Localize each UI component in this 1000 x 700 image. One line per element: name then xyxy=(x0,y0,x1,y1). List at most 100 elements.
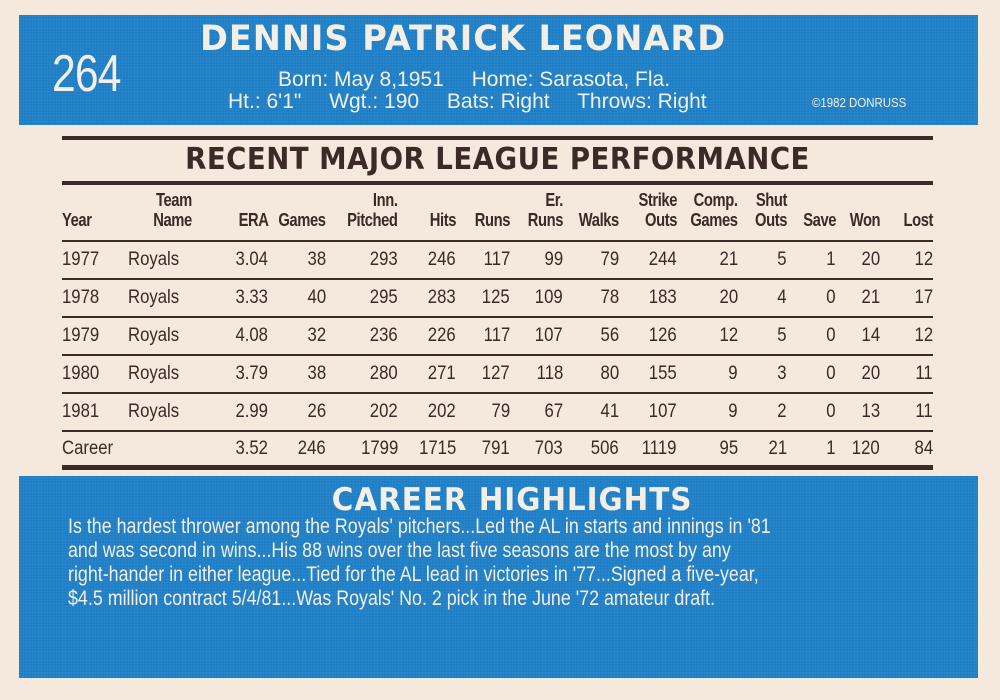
cell-value: 1978 xyxy=(62,287,100,308)
column-header-label: Er. Runs xyxy=(528,190,564,230)
table-cell: 4 xyxy=(737,278,787,317)
card-number: 264 xyxy=(52,45,122,103)
table-cell: 1981 xyxy=(62,392,121,431)
cell-value: 12 xyxy=(719,325,738,346)
cell-value: 506 xyxy=(591,437,619,459)
cell-value: 1 xyxy=(826,249,836,270)
cell-value: 99 xyxy=(544,249,563,270)
weight: Wgt.: 190 xyxy=(329,90,420,113)
column-header-label: ERA xyxy=(238,190,268,230)
highlights-line: Is the hardest thrower among the Royals'… xyxy=(68,515,771,538)
table-cell: 183 xyxy=(618,278,677,317)
column-header: Hits xyxy=(398,190,457,241)
cell-value: Royals xyxy=(128,401,180,422)
table-header-row: Year Team Name ERA Games Inn. Pitched Hits R… xyxy=(62,190,933,241)
table-cell: 67 xyxy=(509,392,563,431)
table-cell: Royals xyxy=(120,240,197,279)
player-name: DENNIS PATRICK LEONARD xyxy=(200,19,727,59)
cell-value: 21 xyxy=(719,249,738,270)
table-row: 1977 Royals 3.04 38 293 246 117 99 79 244 21 5 1 20 12 xyxy=(62,240,933,279)
cell-value: 3.79 xyxy=(235,363,269,384)
cell-value: 2 xyxy=(777,401,787,422)
table-cell: 13 xyxy=(835,392,880,431)
table-cell: 40 xyxy=(268,278,327,317)
cell-value: 21 xyxy=(768,437,787,459)
column-header-top xyxy=(849,190,879,210)
column-header-top xyxy=(430,190,456,210)
bats: Bats: Right xyxy=(446,90,550,113)
cell-value: 246 xyxy=(428,249,456,270)
divider-top xyxy=(62,136,933,140)
cell-value: 12 xyxy=(914,249,933,270)
table-cell: 1 xyxy=(786,430,836,470)
column-header: Save xyxy=(787,190,836,241)
cell-value: 2.99 xyxy=(235,401,269,422)
cell-value: 9 xyxy=(728,363,738,384)
column-header-top xyxy=(803,190,836,210)
cell-value: Royals xyxy=(128,363,180,384)
table-cell: 703 xyxy=(509,430,563,470)
cell-value: 3.52 xyxy=(235,437,269,459)
table-cell: 95 xyxy=(676,430,738,470)
table-row: 1979 Royals 4.08 32 236 226 117 107 56 126 12 5 0 14 1… xyxy=(62,316,933,355)
column-header-top xyxy=(279,190,326,210)
bio-line-1: Born: May 8,1951 Home: Sarasota, Fla. xyxy=(278,68,692,92)
table-cell: 12 xyxy=(879,316,933,355)
table-cell: 56 xyxy=(562,316,619,355)
column-header: Lost xyxy=(880,190,933,241)
table-cell: Royals xyxy=(120,316,197,355)
column-header-bottom: Runs xyxy=(474,210,511,230)
column-header-top: Strike xyxy=(638,190,677,210)
column-header-bottom: Won xyxy=(849,210,880,230)
highlights-title-text: CAREER HIGHLIGHTS xyxy=(331,482,693,518)
cell-value: 118 xyxy=(536,363,563,384)
throws: Throws: Right xyxy=(577,90,707,113)
table-cell: 0 xyxy=(786,278,836,317)
column-header-label: Team Name xyxy=(153,190,192,230)
stats-table: Year Team Name ERA Games Inn. Pitched Hits R… xyxy=(62,190,933,470)
table-cell: 84 xyxy=(879,430,933,470)
cell-value: 0 xyxy=(826,363,836,384)
table-cell: 21 xyxy=(737,430,787,470)
column-header-label: Strike Outs xyxy=(638,190,677,230)
table-cell: 26 xyxy=(268,392,327,431)
table-cell: 20 xyxy=(676,278,738,317)
table-cell: 202 xyxy=(326,392,398,431)
column-header-bottom: Outs xyxy=(644,210,677,230)
table-cell: 3.79 xyxy=(196,354,269,393)
cell-value: 14 xyxy=(861,325,880,346)
cell-value: 9 xyxy=(728,401,738,422)
column-header: Team Name xyxy=(120,190,196,241)
table-cell: 202 xyxy=(398,392,456,431)
cell-value: 1981 xyxy=(62,401,100,422)
table-cell: 283 xyxy=(398,278,456,317)
table-cell: 1 xyxy=(786,240,836,279)
cell-value: 3 xyxy=(777,363,787,384)
cell-value: 126 xyxy=(649,325,677,346)
table-cell: 12 xyxy=(879,240,933,279)
cell-value: Royals xyxy=(128,249,180,270)
highlights-line: right-hander in either league...Tied for… xyxy=(68,563,759,586)
cell-value: 791 xyxy=(482,437,510,459)
cell-value: 5 xyxy=(777,325,787,346)
table-cell: 118 xyxy=(509,354,563,393)
highlights-line: $4.5 million contract 5/4/81...Was Royal… xyxy=(68,587,716,610)
column-header: Inn. Pitched xyxy=(326,190,399,241)
cell-value: 125 xyxy=(482,287,510,308)
cell-value: 38 xyxy=(307,249,327,270)
column-header-label: Year xyxy=(62,190,92,230)
table-cell: 280 xyxy=(326,354,398,393)
table-cell: 295 xyxy=(326,278,398,317)
column-header-label: Walks xyxy=(579,190,619,230)
column-header-bottom: Pitched xyxy=(347,210,399,230)
cell-value: 1977 xyxy=(62,249,100,270)
column-header: Shut Outs xyxy=(738,190,787,241)
cell-value: 283 xyxy=(428,287,456,308)
table-cell: 38 xyxy=(268,354,327,393)
table-cell: 271 xyxy=(398,354,456,393)
table-body: 1977 Royals 3.04 38 293 246 117 99 79 244 21 5 1 20 12… xyxy=(62,240,933,470)
table-cell: Career xyxy=(62,430,121,470)
cell-value: 183 xyxy=(649,287,677,308)
cell-value: Career xyxy=(62,437,114,459)
table-cell: 1978 xyxy=(62,278,121,317)
